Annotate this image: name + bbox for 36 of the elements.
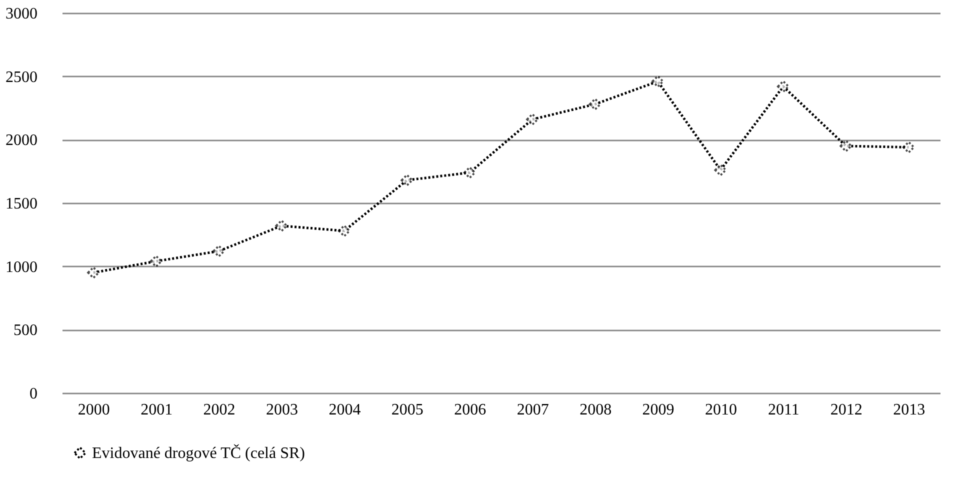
x-tick-label: 2011 [768, 402, 800, 418]
y-tick-label: 1500 [6, 196, 38, 212]
x-tick-label: 2013 [893, 402, 926, 418]
point [840, 140, 852, 152]
legend-label: Evidované drogové TČ (celá SR) [92, 444, 305, 462]
x-tick-label: 2009 [642, 402, 674, 418]
point [400, 174, 414, 186]
y-tick-label: 1000 [6, 258, 38, 276]
point [338, 224, 350, 238]
x-tick-label: 2006 [454, 402, 486, 418]
point [150, 255, 162, 268]
point [275, 220, 288, 232]
x-tick-label: 2012 [830, 402, 862, 418]
x-tick-label: 2004 [328, 402, 361, 418]
x-tick-label: 2001 [140, 402, 173, 418]
y-tick-label: 2000 [6, 132, 38, 150]
point [652, 75, 664, 88]
point [87, 266, 100, 279]
point [463, 166, 476, 179]
x-tick-label: 2005 [391, 402, 424, 418]
y-tick-label: 3000 [6, 6, 38, 22]
point [526, 113, 539, 126]
y-tick-label: 0 [30, 386, 38, 402]
y-tick-label: 2500 [6, 68, 38, 86]
point [212, 244, 226, 258]
point [776, 80, 790, 93]
x-tick-label: 2007 [516, 402, 549, 418]
point [714, 164, 727, 176]
x-tick-label: 2003 [266, 402, 298, 418]
x-tick-label: 2008 [580, 402, 612, 418]
x-tick-label: 2010 [705, 402, 737, 418]
point [902, 141, 915, 154]
y-tick-label: 500 [14, 322, 38, 340]
point [588, 98, 602, 110]
x-tick-label: 2000 [78, 402, 110, 418]
x-tick-label: 2002 [203, 402, 236, 418]
